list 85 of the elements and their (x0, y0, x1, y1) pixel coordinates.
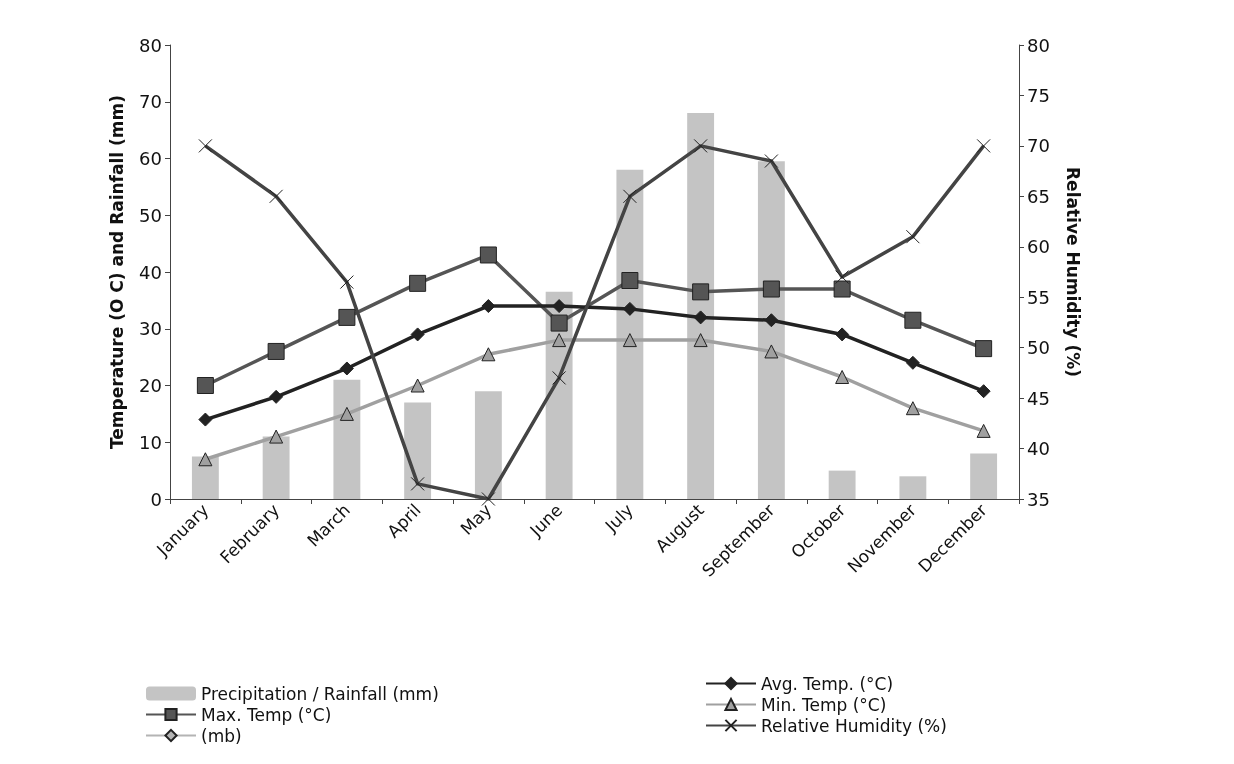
bar (757, 161, 785, 499)
point (410, 378, 425, 393)
point (764, 154, 779, 169)
point (905, 355, 920, 370)
point (409, 274, 427, 292)
y2-tick-label: 40 (1027, 438, 1050, 460)
y-tick-label: 30 (139, 318, 162, 340)
point (976, 423, 991, 438)
point (198, 452, 213, 467)
y2-tick-label: 60 (1027, 236, 1050, 258)
y-axis-title: Temperature (O C) and Rainfall (mm) (106, 94, 127, 450)
point (338, 308, 356, 326)
point (550, 314, 568, 332)
y-tick-label: 70 (139, 91, 162, 113)
point (622, 333, 637, 348)
point (267, 342, 285, 360)
point (198, 138, 213, 153)
point (905, 229, 920, 244)
point (481, 492, 496, 506)
point (835, 327, 850, 342)
point (196, 377, 214, 394)
bar (899, 476, 927, 499)
legend-label: Relative Humidity (%) (761, 715, 947, 736)
bar (828, 470, 856, 499)
y-tick-label: 10 (139, 431, 162, 453)
y2-tick-label: 55 (1027, 286, 1050, 308)
y2-tick-label: 35 (1027, 488, 1050, 510)
point (552, 299, 567, 314)
legend-label: Precipitation / Rainfall (mm) (201, 683, 439, 704)
point (692, 283, 710, 301)
y-tick-label: 40 (139, 261, 162, 283)
y2-tick-label: 65 (1027, 185, 1050, 207)
bar (262, 436, 290, 499)
point (410, 327, 425, 342)
point (693, 310, 708, 325)
point (481, 299, 496, 314)
point (904, 311, 922, 329)
bar (970, 453, 998, 499)
point (835, 270, 850, 285)
y2-tick-label: 45 (1027, 387, 1050, 409)
point (479, 246, 497, 264)
point (269, 429, 284, 444)
point (198, 412, 213, 427)
y2-tick-label: 80 (1027, 34, 1050, 56)
point (410, 476, 425, 491)
point (339, 406, 354, 421)
bar (191, 456, 219, 499)
point (693, 138, 708, 153)
point (269, 189, 284, 204)
point (975, 340, 993, 358)
point (905, 401, 920, 416)
legend-label: Max. Temp (°C) (201, 704, 332, 725)
y-tick-label: 80 (139, 34, 162, 56)
point (976, 384, 991, 399)
point (622, 301, 637, 316)
point (762, 280, 780, 298)
point (621, 272, 639, 290)
legend-label: Min. Temp (°C) (761, 694, 887, 715)
point (269, 389, 284, 404)
point (976, 138, 991, 153)
y2-axis-title: Relative Humidity (%) (1062, 167, 1083, 377)
y2-tick-label: 50 (1027, 337, 1050, 359)
bar (333, 379, 361, 499)
point (833, 280, 851, 298)
legend-label: Avg. Temp. (°C) (761, 673, 894, 694)
legend-label: (mb) (201, 725, 242, 746)
y2-tick-label: 75 (1027, 84, 1050, 106)
point (552, 333, 567, 348)
bar (687, 113, 715, 499)
point (622, 189, 637, 204)
y-tick-label: 60 (139, 148, 162, 169)
point (835, 369, 850, 384)
point (339, 275, 354, 290)
y-tick-label: 20 (139, 375, 162, 396)
point (693, 333, 708, 348)
point (481, 347, 496, 362)
point (764, 313, 779, 328)
point (339, 361, 354, 376)
bar (474, 391, 502, 499)
bar (404, 402, 432, 499)
point (552, 370, 567, 385)
point (764, 344, 779, 359)
y-tick-label: 0 (150, 488, 162, 510)
y2-tick-label: 70 (1027, 135, 1050, 157)
y-tick-label: 50 (139, 204, 162, 226)
